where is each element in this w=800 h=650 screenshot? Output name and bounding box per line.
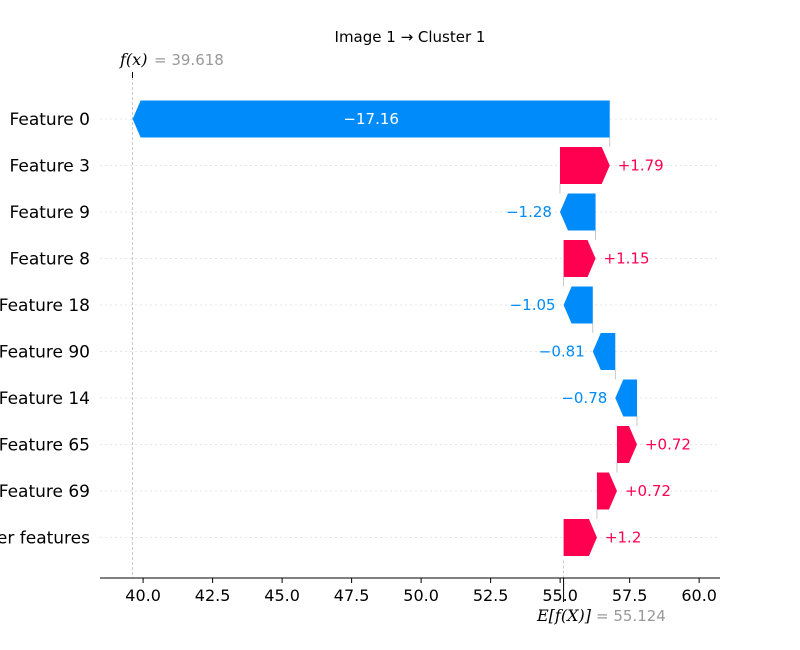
x-tick-label: 50.0 <box>403 586 439 605</box>
feature-bar <box>592 333 616 370</box>
output-value-annotation: f(x) = 39.618 <box>119 50 224 69</box>
feature-name-label: Feature 18 <box>0 296 90 316</box>
feature-bar <box>559 147 610 184</box>
feature-name-label: Feature 90 <box>0 343 90 363</box>
bar-value-label: +1.15 <box>604 250 650 268</box>
feature-name-label: Feature 3 <box>10 157 90 177</box>
chart-title: Image 1 → Cluster 1 <box>335 28 486 46</box>
feature-name-label: Feature 65 <box>0 436 90 456</box>
bar-value-label: +1.79 <box>618 157 664 175</box>
base-value-text: = 55.124 <box>596 607 666 625</box>
feature-bars: −17.16 +1.79 −1.28 +1.15 −1.05 −0.81 −0.78 +0.7… <box>132 100 691 556</box>
feature-name-label: er features <box>0 529 90 549</box>
bar-value-label: +1.2 <box>605 529 641 547</box>
feature-name-label: Feature 0 <box>10 110 90 130</box>
x-tick-label: 57.5 <box>612 586 648 605</box>
x-axis-ticks: 40.0 42.5 45.0 47.5 50.0 52.5 55.0 57.5 60.0 <box>125 578 717 605</box>
bar-value-label: −0.78 <box>561 389 607 407</box>
bar-value-label: −1.05 <box>510 296 556 314</box>
output-value-text: = 39.618 <box>154 51 224 69</box>
feature-bar <box>563 519 597 556</box>
bar-value-label: +0.72 <box>645 436 691 454</box>
feature-name-label: Feature 14 <box>0 389 90 409</box>
x-tick-label: 42.5 <box>195 586 231 605</box>
row-gridlines <box>100 118 720 538</box>
feature-bar <box>563 286 593 324</box>
x-tick-label: 52.5 <box>473 586 509 605</box>
x-tick-label: 47.5 <box>334 586 370 605</box>
x-tick-label: 45.0 <box>264 586 300 605</box>
output-value-label: f(x) <box>119 50 147 69</box>
feature-bar <box>616 426 637 463</box>
bar-value-label: −17.16 <box>343 110 399 128</box>
base-value-label: E[f(X)] <box>536 606 592 625</box>
base-value-annotation: E[f(X)] = 55.124 <box>536 606 666 625</box>
x-tick-label: 60.0 <box>681 586 717 605</box>
reference-lines <box>131 72 565 602</box>
feature-bar <box>563 240 596 277</box>
x-tick-label: 40.0 <box>125 586 161 605</box>
feature-name-label: Feature 69 <box>0 482 90 502</box>
bar-value-label: +0.72 <box>625 482 671 500</box>
feature-bar <box>559 193 596 231</box>
feature-bar <box>596 472 617 510</box>
bar-value-label: −0.81 <box>539 343 585 361</box>
feature-bar <box>615 379 637 417</box>
feature-bar <box>132 100 610 138</box>
feature-name-label: Feature 8 <box>10 250 90 270</box>
x-tick-label: 55.0 <box>542 586 578 605</box>
feature-labels: Feature 0 Feature 3 Feature 9 Feature 8 Feat… <box>0 110 90 549</box>
bar-value-label: −1.28 <box>506 203 552 221</box>
feature-name-label: Feature 9 <box>10 203 90 223</box>
